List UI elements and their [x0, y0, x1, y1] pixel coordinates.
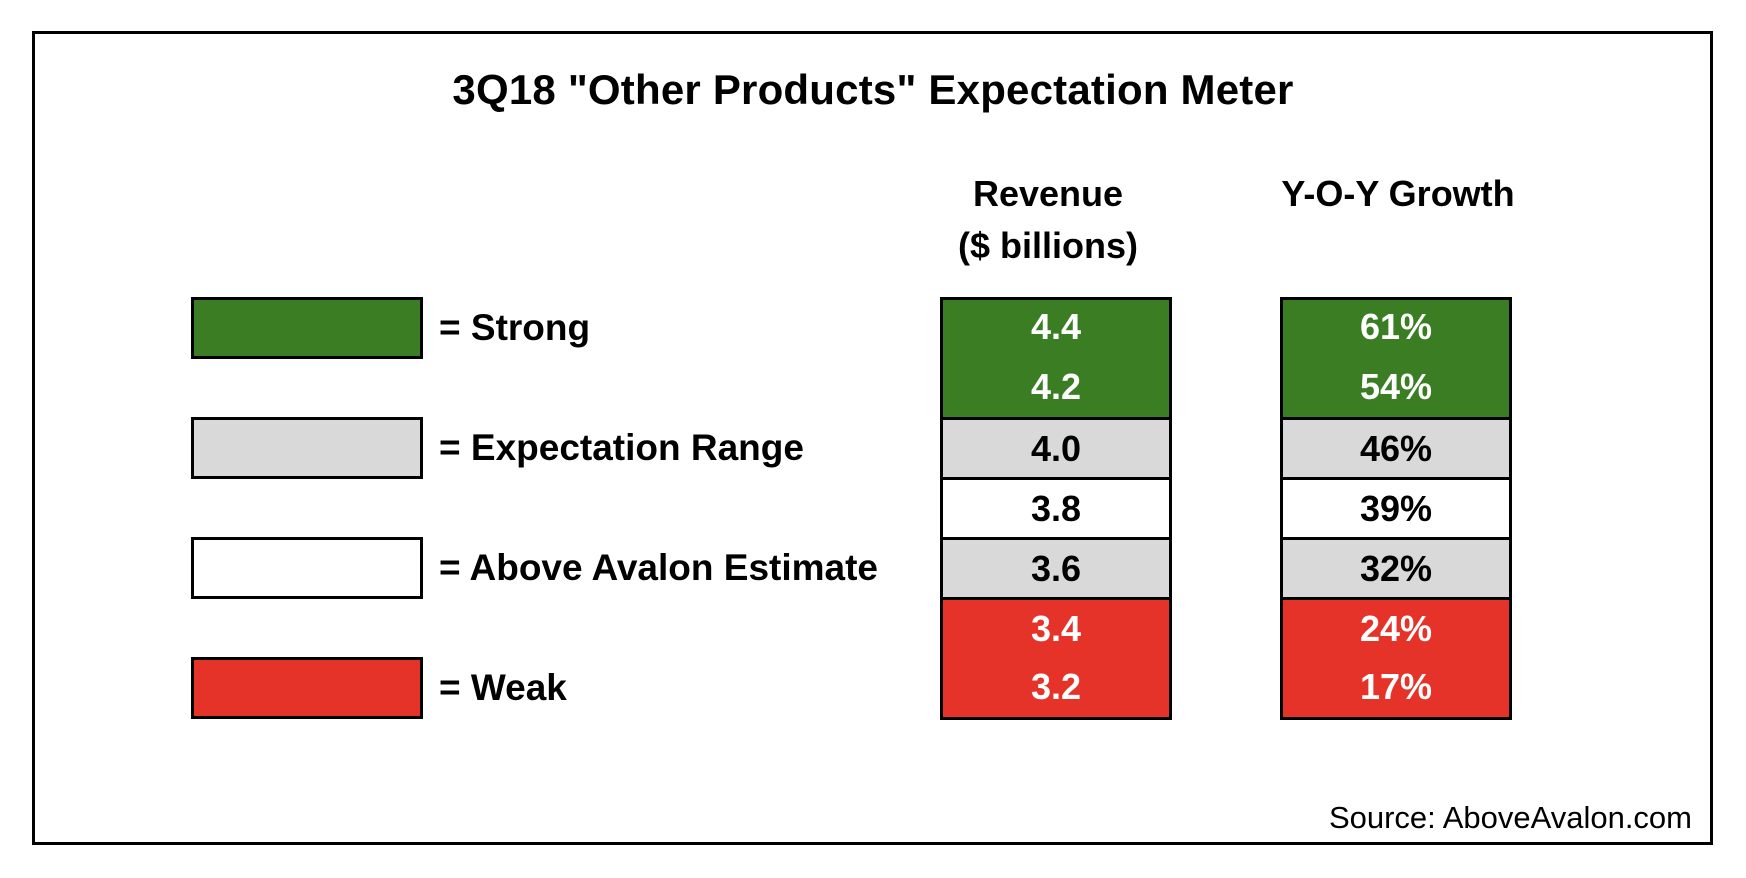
revenue-cell: 3.8 — [940, 477, 1172, 537]
growth-cell: 17% — [1280, 657, 1512, 717]
growth-cell: 46% — [1280, 417, 1512, 477]
legend-swatch-weak — [191, 657, 423, 719]
legend-swatch-expectation-range — [191, 417, 423, 479]
growth-column-header: Y-O-Y Growth — [1268, 168, 1528, 220]
legend-label-strong: = Strong — [439, 307, 591, 348]
growth-cell: 54% — [1280, 357, 1512, 417]
revenue-column-header: Revenue ($ billions) — [918, 168, 1178, 272]
legend-label-weak: = Weak — [439, 667, 567, 708]
revenue-cell: 4.4 — [940, 297, 1172, 357]
growth-header-line1: Y-O-Y Growth — [1281, 173, 1515, 214]
revenue-cell: 4.2 — [940, 357, 1172, 417]
growth-cell: 39% — [1280, 477, 1512, 537]
chart-title: 3Q18 "Other Products" Expectation Meter — [452, 66, 1294, 113]
growth-cell: 32% — [1280, 537, 1512, 597]
growth-cell: 24% — [1280, 597, 1512, 657]
chart-frame — [32, 31, 1713, 845]
revenue-cell: 3.2 — [940, 657, 1172, 717]
growth-meter: 61% 54% 46% 39% 32% 24% 17% — [1280, 297, 1512, 717]
revenue-header-line1: Revenue — [972, 173, 1124, 214]
legend-label-expectation-range: = Expectation Range — [439, 427, 804, 468]
growth-cell: 61% — [1280, 297, 1512, 357]
legend-label-above-avalon-estimate: = Above Avalon Estimate — [439, 547, 878, 588]
revenue-cell: 3.4 — [940, 597, 1172, 657]
revenue-header-line2: ($ billions) — [958, 225, 1138, 266]
revenue-cell: 3.6 — [940, 537, 1172, 597]
legend-swatch-strong — [191, 297, 423, 359]
legend-swatch-above-avalon-estimate — [191, 537, 423, 599]
revenue-cell: 4.0 — [940, 417, 1172, 477]
source-credit: Source: AboveAvalon.com — [1328, 800, 1692, 835]
revenue-meter: 4.4 4.2 4.0 3.8 3.6 3.4 3.2 — [940, 297, 1172, 717]
